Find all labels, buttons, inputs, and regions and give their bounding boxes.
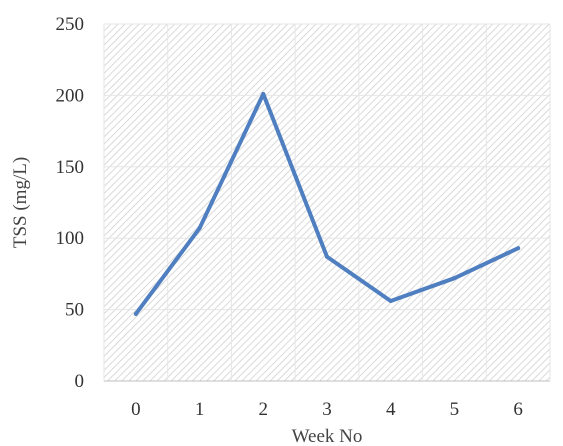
x-tick-label: 1 (195, 399, 205, 420)
x-axis-title: Week No (292, 426, 363, 446)
series-group (133, 91, 521, 316)
y-axis-ticks: 0 50 100 150 200 250 (56, 14, 85, 392)
data-point (388, 299, 393, 304)
data-point (133, 311, 138, 316)
y-tick-label: 50 (65, 300, 84, 321)
x-tick-label: 5 (450, 399, 460, 420)
data-point (197, 226, 202, 231)
x-tick-label: 4 (386, 399, 396, 420)
y-tick-label: 150 (56, 157, 85, 178)
x-tick-label: 3 (322, 399, 332, 420)
plot-area (104, 24, 550, 381)
y-tick-label: 200 (56, 85, 85, 106)
x-axis-ticks: 0 1 2 3 4 5 6 (131, 399, 523, 420)
x-tick-label: 0 (131, 399, 141, 420)
data-point (516, 246, 521, 251)
y-axis-title: TSS (mg/L) (10, 157, 31, 248)
y-tick-label: 250 (56, 14, 85, 35)
data-point (261, 91, 266, 96)
x-tick-label: 2 (259, 399, 269, 420)
y-tick-label: 0 (75, 371, 85, 392)
data-point (452, 276, 457, 281)
gridlines (103, 23, 551, 382)
y-tick-label: 100 (56, 228, 85, 249)
data-point (325, 254, 329, 259)
x-tick-label: 6 (513, 399, 523, 420)
